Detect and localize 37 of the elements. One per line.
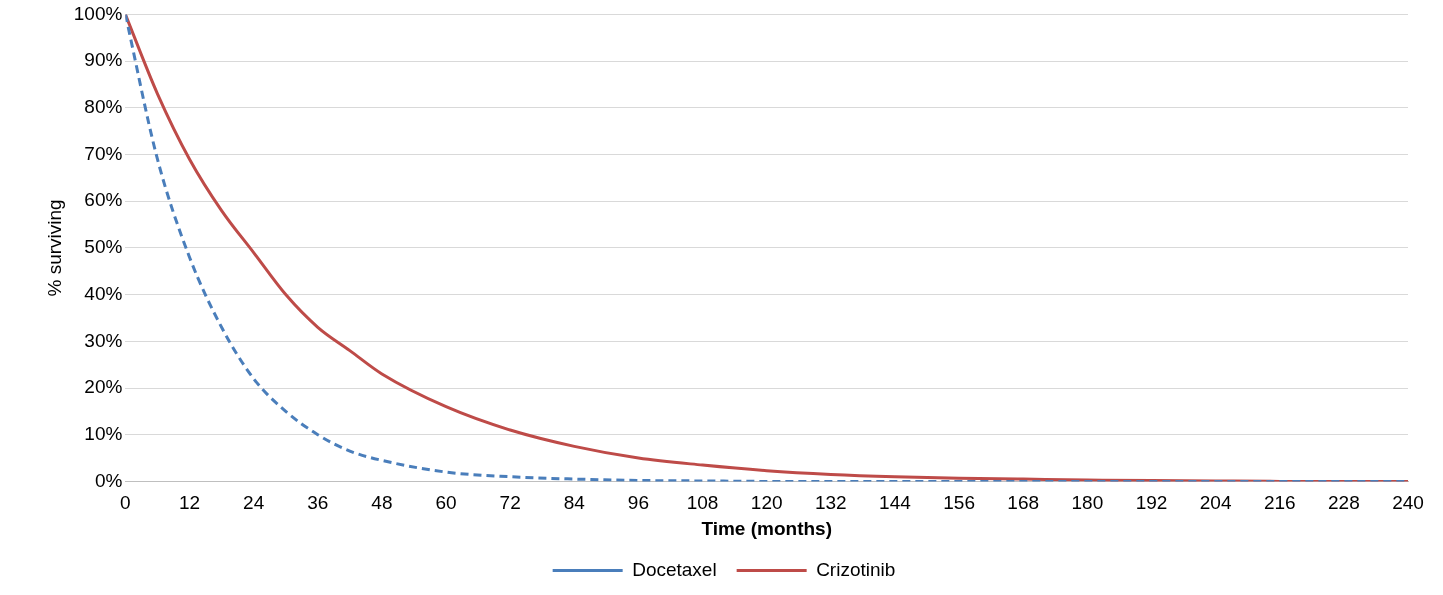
y-tick-label: 60% bbox=[84, 189, 123, 211]
x-tick-label: 60 bbox=[435, 492, 457, 514]
x-tick-label: 180 bbox=[1071, 492, 1104, 514]
y-tick-label: 30% bbox=[84, 329, 123, 351]
x-tick-label: 36 bbox=[307, 492, 329, 514]
y-tick-label: 90% bbox=[84, 49, 123, 71]
y-tick-label: 10% bbox=[84, 422, 123, 444]
x-tick-label: 96 bbox=[627, 492, 650, 514]
x-axis-title: Time (months) bbox=[701, 517, 832, 539]
x-tick-label: 132 bbox=[814, 492, 847, 514]
legend-label: Docetaxel bbox=[632, 558, 717, 580]
y-tick-label: 40% bbox=[84, 282, 123, 304]
line-series bbox=[125, 14, 1408, 482]
x-tick-label: 228 bbox=[1328, 492, 1360, 514]
x-tick-label: 48 bbox=[371, 492, 393, 514]
x-tick-label: 0 bbox=[120, 492, 131, 514]
y-tick-label: 0% bbox=[94, 469, 123, 491]
x-tick-label: 216 bbox=[1263, 492, 1296, 514]
y-tick-label: 20% bbox=[84, 376, 123, 398]
x-tick-label: 204 bbox=[1199, 492, 1232, 514]
x-tick-label: 240 bbox=[1392, 492, 1424, 514]
x-tick-label: 12 bbox=[178, 492, 201, 514]
y-tick-label: 70% bbox=[84, 142, 123, 164]
y-tick-label: 100% bbox=[73, 2, 123, 24]
x-tick-label: 192 bbox=[1135, 492, 1168, 514]
x-tick-label: 108 bbox=[686, 492, 719, 514]
x-tick-label: 24 bbox=[243, 492, 265, 514]
y-tick-label: 50% bbox=[84, 236, 123, 258]
y-axis-title: % surviving bbox=[43, 199, 65, 297]
legend-label: Crizotinib bbox=[816, 558, 896, 580]
x-tick-label: 156 bbox=[943, 492, 975, 514]
x-tick-label: 84 bbox=[563, 492, 586, 514]
x-tick-label: 72 bbox=[499, 492, 521, 514]
x-tick-label: 168 bbox=[1007, 492, 1040, 514]
x-tick-label: 120 bbox=[750, 492, 783, 514]
x-tick-label: 144 bbox=[879, 492, 912, 514]
y-tick-label: 80% bbox=[84, 96, 123, 118]
